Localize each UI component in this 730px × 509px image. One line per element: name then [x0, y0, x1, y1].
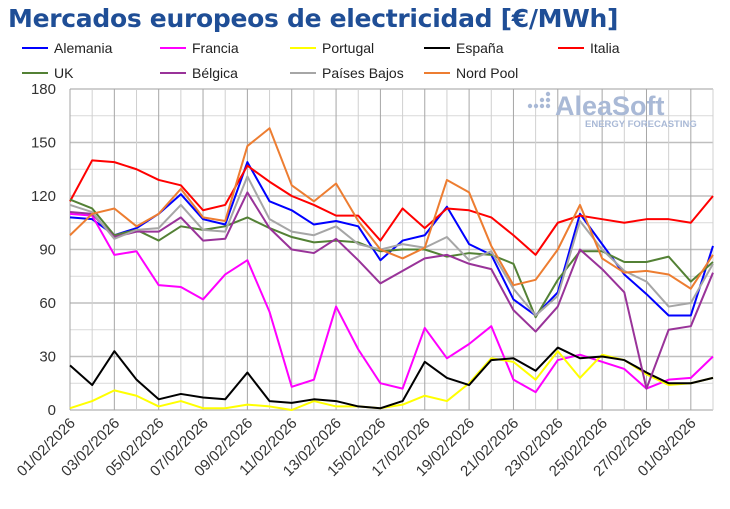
watermark-dot — [545, 97, 551, 103]
watermark-dot — [527, 103, 533, 109]
legend-label: Italia — [590, 40, 620, 56]
series-line-francia — [69, 212, 714, 394]
series-line-países-bajos — [69, 175, 714, 317]
watermark-logo: AleaSoft — [555, 91, 665, 121]
legend-label: Países Bajos — [322, 65, 404, 81]
legend-label: Portugal — [322, 40, 374, 56]
series-line-españa — [69, 346, 714, 410]
y-tick-label: 150 — [31, 135, 56, 152]
series-line-nord-pool — [69, 127, 714, 290]
series-line-alemania — [69, 161, 714, 317]
series-line-portugal — [69, 350, 714, 411]
watermark-dot — [539, 103, 545, 109]
y-tick-label: 180 — [31, 81, 56, 98]
watermark-dot — [539, 97, 545, 103]
legend-label: España — [456, 40, 504, 56]
y-tick-label: 60 — [39, 295, 56, 312]
legend-label: Francia — [192, 40, 239, 56]
legend-label: Bélgica — [192, 65, 238, 81]
series-line-bélgica — [69, 191, 714, 390]
legend-label: Nord Pool — [456, 65, 518, 81]
watermark-dot — [545, 91, 551, 97]
chart-title: Mercados europeos de electricidad [€/MWh… — [8, 4, 619, 33]
y-tick-label: 0 — [48, 402, 56, 419]
series-line-uk — [69, 198, 714, 319]
series-line-italia — [69, 159, 714, 256]
y-tick-label: 30 — [39, 349, 56, 366]
watermark-dot — [545, 103, 551, 109]
watermark-dot — [533, 103, 539, 109]
legend-label: UK — [54, 65, 74, 81]
watermark-tagline: ENERGY FORECASTING — [585, 119, 697, 130]
y-tick-label: 120 — [31, 188, 56, 205]
legend-label: Alemania — [54, 40, 113, 56]
y-tick-label: 90 — [39, 242, 56, 259]
